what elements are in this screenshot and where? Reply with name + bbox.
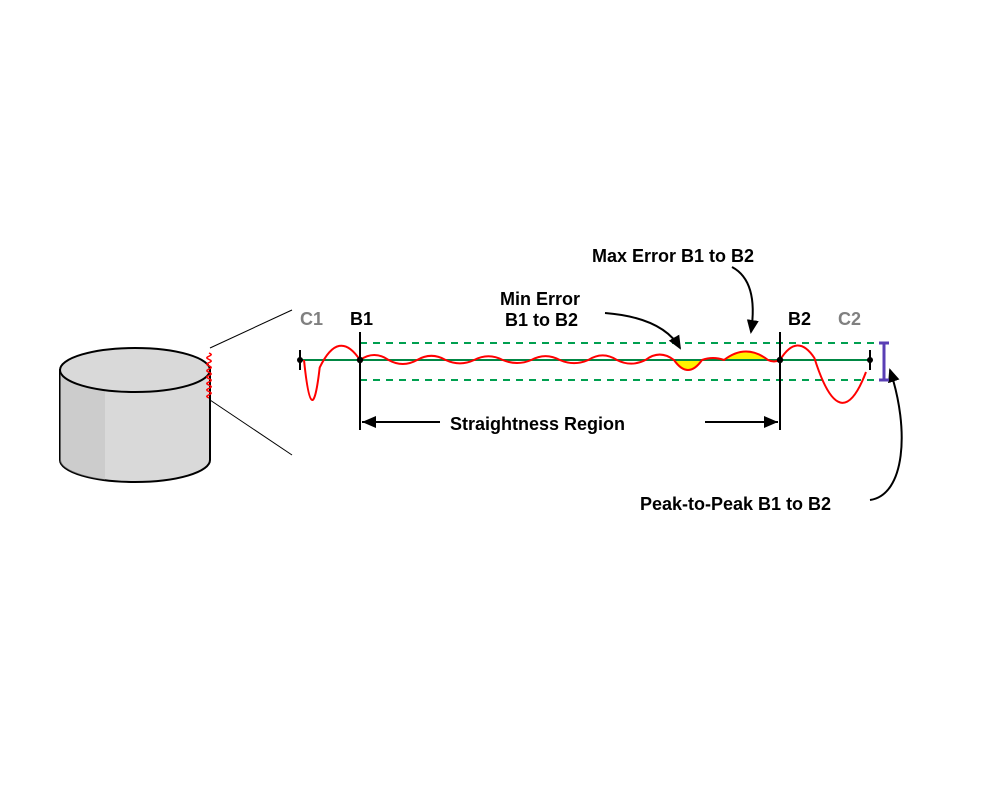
pointer-max-error	[732, 267, 753, 332]
trace-wave	[304, 345, 866, 402]
region-arrowhead-left	[362, 416, 376, 428]
region-arrowhead-right	[764, 416, 778, 428]
cylinder	[60, 348, 211, 482]
label-labels-B1-text: B1	[350, 309, 373, 329]
marker-dot-b1	[357, 357, 363, 363]
leader-bottom	[210, 400, 292, 455]
label-labels-C2-text: C2	[838, 309, 861, 329]
pointer-min-error	[605, 313, 680, 348]
label-labels-max_error-text: Max Error B1 to B2	[592, 246, 754, 266]
label-labels-C1-text: C1	[300, 309, 323, 329]
diagram-canvas: C1 B1 B2 C2 Min ErrorB1 to B2 Max Error B1 to…	[0, 0, 1000, 800]
marker-dot-c1	[297, 357, 303, 363]
label-labels-min_error_l1-text: Min Error	[500, 289, 580, 309]
marker-dot-c2	[867, 357, 873, 363]
label-labels-peak_to_peak-text: Peak-to-Peak B1 to B2	[640, 494, 831, 514]
label-labels-B2-text: B2	[788, 309, 811, 329]
leader-top	[210, 310, 292, 348]
marker-dot-b2	[777, 357, 783, 363]
label-labels-min_error_l2-text: B1 to B2	[505, 310, 578, 330]
pointer-peak-to-peak	[870, 370, 902, 500]
label-labels-straightness-text: Straightness Region	[450, 414, 625, 434]
